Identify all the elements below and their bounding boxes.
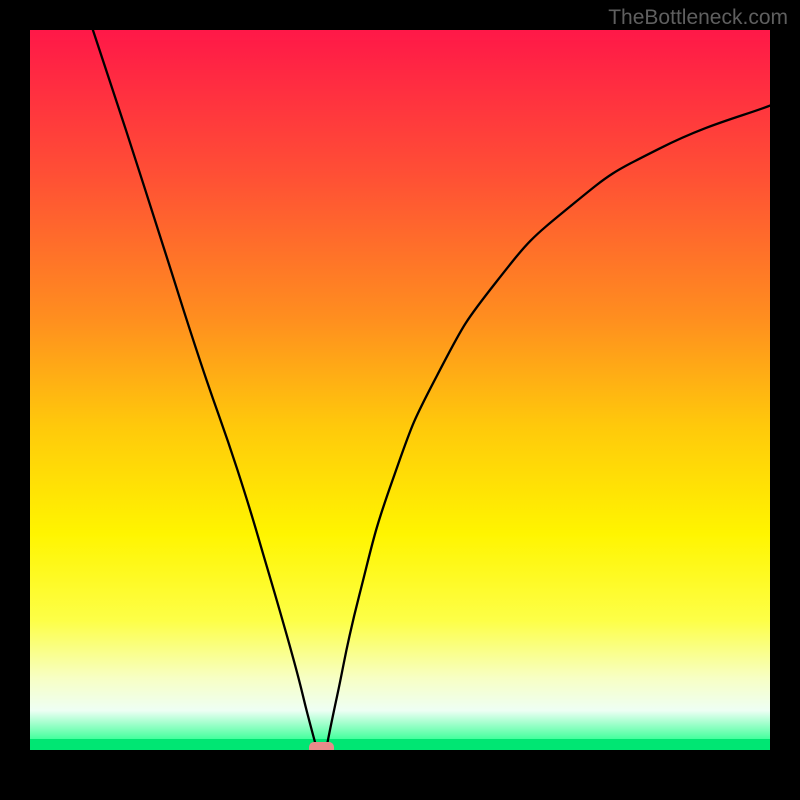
- optimal-point-marker: [309, 742, 334, 750]
- bottleneck-curve: [30, 30, 770, 750]
- watermark-text: TheBottleneck.com: [608, 6, 788, 30]
- chart-container: TheBottleneck.com: [0, 0, 800, 800]
- plot-area: [30, 30, 770, 750]
